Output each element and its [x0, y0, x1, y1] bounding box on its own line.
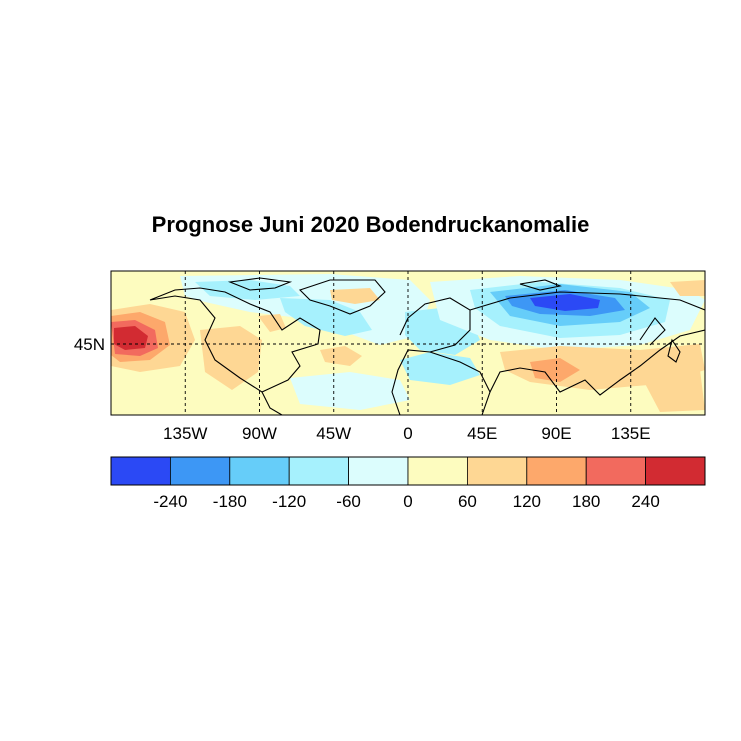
- lon-label: 45E: [467, 424, 497, 443]
- coastline-north-america: [149, 287, 321, 415]
- anomaly-region-pacific-peak-positive: [114, 326, 148, 350]
- coastline-europe-africa: [391, 297, 491, 415]
- colorbar-frame: [110, 456, 706, 486]
- colorbar-swatch: [645, 456, 706, 486]
- lat-label: 45N: [74, 335, 105, 354]
- map-frame: [110, 270, 706, 416]
- anomaly-region-siberia-peak: [530, 294, 600, 311]
- colorbar-swatch: [169, 456, 231, 486]
- colorbar-tick-label: 120: [513, 492, 541, 511]
- lon-label: 45W: [316, 424, 351, 443]
- lon-label: 90E: [541, 424, 571, 443]
- graticule: [111, 271, 705, 415]
- colorbar-tick-label: 180: [572, 492, 600, 511]
- colorbar-tick-label: -60: [336, 492, 361, 511]
- colorbar-tick-label: 0: [403, 492, 412, 511]
- colorbar-swatch: [229, 456, 290, 486]
- colorbar-tick-label: -240: [153, 492, 187, 511]
- coastline-japan: [667, 338, 681, 363]
- anomaly-region-tibet-positive: [530, 358, 580, 382]
- anomaly-region-mediterranean-negative: [400, 352, 480, 385]
- colorbar-swatch: [110, 456, 171, 486]
- colorbar-tick-label: 240: [631, 492, 659, 511]
- anomaly-region-aleutian-positive: [670, 280, 705, 296]
- anomaly-fields: [111, 274, 705, 412]
- colorbar-tick-label: 60: [458, 492, 477, 511]
- coastline-greenland: [298, 279, 386, 315]
- axis-labels: 45N 135W 90W 45W 0 45E 90E 135E: [74, 335, 651, 443]
- colorbar-tick-label: -180: [213, 492, 247, 511]
- anomaly-region-canada-positive: [258, 314, 286, 332]
- lon-label: 135W: [163, 424, 207, 443]
- colorbar-boxes: [110, 456, 706, 486]
- anomaly-region-atlantic-positive: [320, 346, 362, 366]
- anomaly-region-greenland-positive: [330, 288, 380, 304]
- anomaly-region-namerica-positive: [200, 326, 262, 390]
- colorbar-swatch: [348, 456, 409, 486]
- colorbar: -240 -180 -120 -60 0 60 120 180 240: [110, 456, 706, 511]
- anomaly-region-pacific-west-positive: [640, 370, 705, 412]
- colorbar-tick-label: -120: [272, 492, 306, 511]
- map-area: [110, 270, 706, 416]
- lon-label: 90W: [242, 424, 277, 443]
- anomaly-region-hudson-negative: [280, 298, 372, 336]
- colorbar-swatch: [585, 456, 647, 486]
- anomaly-region-greenland-negative: [195, 280, 300, 300]
- coastlines: [149, 277, 705, 415]
- colorbar-swatch: [407, 456, 468, 486]
- coastline-arctic-islands: [227, 277, 562, 291]
- colorbar-swatch: [288, 456, 350, 486]
- anomaly-region-atlantic-negative: [290, 372, 410, 410]
- lon-label: 0: [403, 424, 412, 443]
- colorbar-swatch: [466, 456, 528, 486]
- colorbar-swatch: [526, 456, 587, 486]
- chart-title: Prognose Juni 2020 Bodendruckanomalie: [151, 212, 590, 237]
- lon-label: 135E: [611, 424, 651, 443]
- coastline-asia: [469, 291, 705, 396]
